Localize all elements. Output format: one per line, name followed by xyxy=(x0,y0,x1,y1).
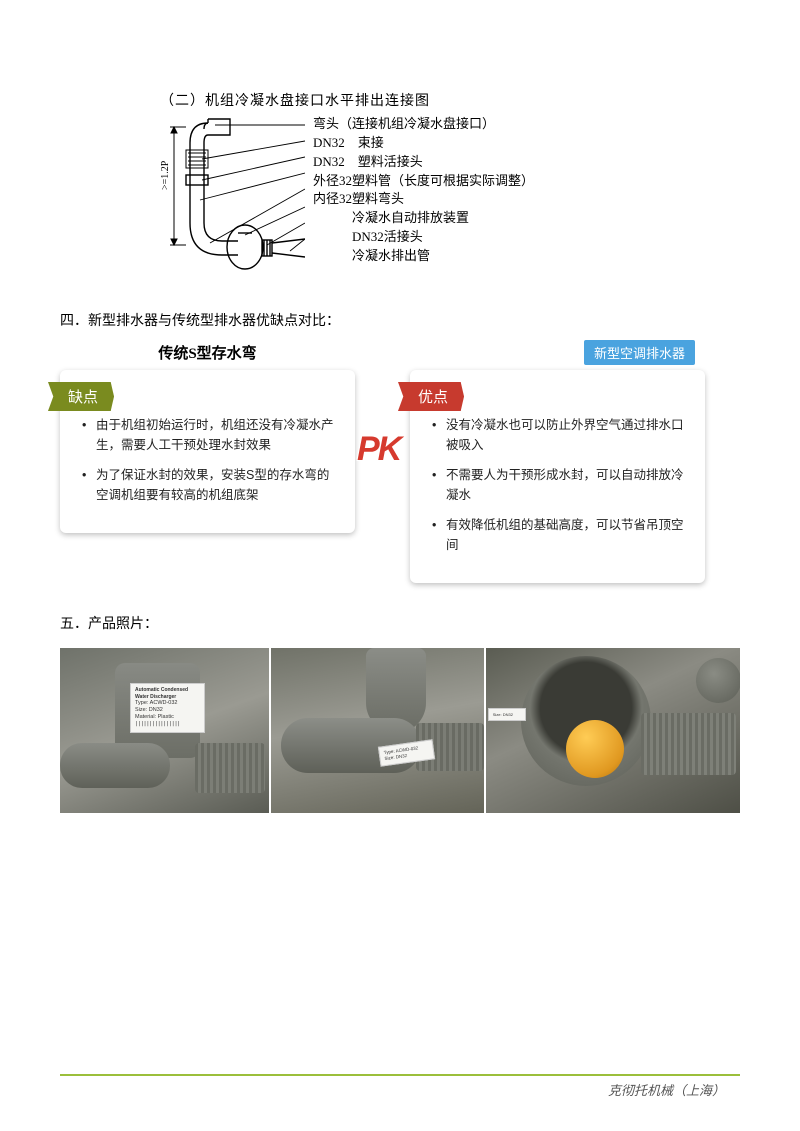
callout-3: DN32 塑料活接头 xyxy=(313,153,534,172)
diagram-callouts: 弯头（连接机组冷凝水盘接口） DN32 束接 DN32 塑料活接头 外径32塑料… xyxy=(313,115,534,266)
product-photo-2: Type: ACWD-032 Size: DN32 xyxy=(271,648,483,813)
dimension-label: >=1.2P xyxy=(160,160,171,190)
section5-title: 五．产品照片： xyxy=(60,613,740,633)
new-bullets: 没有冷凝水也可以防止外界空气通过排水口被吸入 不需要人为干预形成水封，可以自动排… xyxy=(432,415,687,555)
callout-8: 冷凝水排出管 xyxy=(313,247,534,266)
comparison-wrap: 传统S型存水弯 缺点 由于机组初始运行时，机组还没有冷凝水产生，需要人工干预处理… xyxy=(60,370,740,583)
advantage-badge: 优点 xyxy=(398,382,464,411)
product-label-1: Automatic Condensed Water Discharger Typ… xyxy=(130,683,205,733)
diagram-body: >=1.2P 弯头（连接机组冷凝水盘接口） DN32 束接 DN32 塑料活接头… xyxy=(160,115,740,280)
product-photo-section: 五．产品照片： Automatic Condensed Water Discha… xyxy=(60,613,740,813)
new-type-header: 新型空调排水器 xyxy=(584,340,695,365)
product-photo-3: Size: DN32 xyxy=(486,648,740,813)
trad-bullet-1: 由于机组初始运行时，机组还没有冷凝水产生，需要人工干预处理水封效果 xyxy=(82,415,337,455)
new-bullet-3: 有效降低机组的基础高度，可以节省吊顶空间 xyxy=(432,515,687,555)
photo-row: Automatic Condensed Water Discharger Typ… xyxy=(60,648,740,813)
new-bullet-1: 没有冷凝水也可以防止外界空气通过排水口被吸入 xyxy=(432,415,687,455)
callout-6: 冷凝水自动排放装置 xyxy=(313,209,534,228)
pipe-diagram-svg: >=1.2P xyxy=(160,115,305,280)
new-type-card: 新型空调排水器 优点 没有冷凝水也可以防止外界空气通过排水口被吸入 不需要人为干… xyxy=(410,370,705,583)
pk-label: PK xyxy=(357,430,400,469)
traditional-bullets: 由于机组初始运行时，机组还没有冷凝水产生，需要人工干预处理水封效果 为了保证水封… xyxy=(82,415,337,505)
callout-2: DN32 束接 xyxy=(313,134,534,153)
new-bullet-2: 不需要人为干预形成水封，可以自动排放冷凝水 xyxy=(432,465,687,505)
callout-1: 弯头（连接机组冷凝水盘接口） xyxy=(313,115,534,134)
traditional-card: 传统S型存水弯 缺点 由于机组初始运行时，机组还没有冷凝水产生，需要人工干预处理… xyxy=(60,370,355,533)
comparison-section: 四．新型排水器与传统型排水器优缺点对比： 传统S型存水弯 缺点 由于机组初始运行… xyxy=(60,310,740,583)
diagram-title: （二）机组冷凝水盘接口水平排出连接图 xyxy=(160,90,740,110)
footer-company: 克彻托机械（上海） xyxy=(608,1080,725,1099)
callout-4: 外径32塑料管（长度可根据实际调整） xyxy=(313,172,534,191)
product-label-3: Size: DN32 xyxy=(488,708,526,721)
footer-divider xyxy=(60,1074,740,1076)
connection-diagram-section: （二）机组冷凝水盘接口水平排出连接图 xyxy=(160,90,740,280)
callout-5: 内径32塑料弯头 xyxy=(313,190,534,209)
callout-7: DN32活接头 xyxy=(313,228,534,247)
float-ball xyxy=(566,720,624,778)
section4-title: 四．新型排水器与传统型排水器优缺点对比： xyxy=(60,310,740,330)
disadvantage-badge: 缺点 xyxy=(48,382,114,411)
product-photo-1: Automatic Condensed Water Discharger Typ… xyxy=(60,648,269,813)
traditional-header: 传统S型存水弯 xyxy=(158,342,256,363)
trad-bullet-2: 为了保证水封的效果，安装S型的存水弯的空调机组要有较高的机组底架 xyxy=(82,465,337,505)
